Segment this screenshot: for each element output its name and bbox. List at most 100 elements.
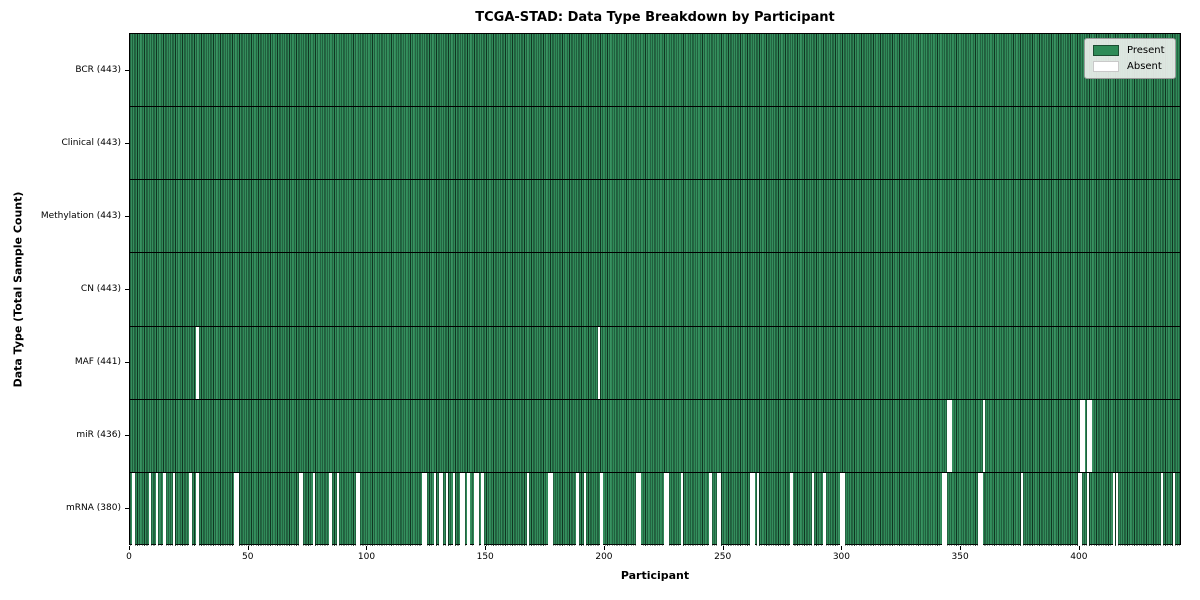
absent-bar <box>600 472 603 546</box>
absent-bar <box>1113 472 1116 546</box>
absent-bar <box>949 399 952 472</box>
legend: Present Absent <box>1084 38 1176 79</box>
absent-bar <box>946 399 950 472</box>
absent-bar <box>597 326 601 399</box>
chart-title: TCGA-STAD: Data Type Breakdown by Partic… <box>475 10 835 25</box>
absent-swatch-icon <box>1093 61 1119 72</box>
absent-bar <box>576 472 579 546</box>
absent-bar <box>980 472 983 546</box>
x-tick-mark <box>1078 546 1080 550</box>
absent-bar <box>196 326 199 399</box>
x-tick-label: 0 <box>126 552 132 562</box>
absent-bar <box>1079 399 1083 472</box>
absent-bar <box>481 472 484 546</box>
y-tick-label-CN: CN (443) <box>80 284 121 294</box>
x-tick-label: 100 <box>357 552 376 562</box>
absent-bar <box>716 472 719 546</box>
absent-bar <box>460 472 463 546</box>
absent-bar <box>424 472 427 546</box>
absent-bar <box>790 472 793 546</box>
heatmap-row-BCR <box>130 34 1180 108</box>
absent-bar <box>666 472 670 546</box>
absent-bar <box>189 472 192 546</box>
absent-bar <box>749 472 753 546</box>
absent-bar <box>236 472 240 546</box>
present-swatch-icon <box>1093 45 1119 56</box>
x-tick-mark <box>247 546 249 550</box>
absent-bar <box>476 472 480 546</box>
absent-bar <box>550 472 553 546</box>
x-tick-label: 350 <box>951 552 969 562</box>
x-tick-mark <box>366 546 368 550</box>
absent-bar <box>635 472 639 546</box>
chart-plot-area <box>129 33 1181 546</box>
absent-bar <box>445 472 449 546</box>
absent-bar <box>300 472 304 546</box>
heatmap-row-CN <box>130 253 1180 327</box>
absent-bar <box>1089 399 1092 472</box>
x-tick-label: 50 <box>242 552 254 562</box>
absent-bar <box>526 472 529 546</box>
absent-bar <box>1115 472 1118 546</box>
x-tick-label: 200 <box>595 552 613 562</box>
heatmap-row-MAF <box>130 326 1180 400</box>
y-tick-label-MAF: MAF (441) <box>74 357 121 368</box>
absent-bar <box>1082 399 1085 472</box>
y-tick-mark <box>125 69 129 71</box>
y-tick-label-Methylation: Methylation (443) <box>40 210 121 221</box>
x-tick-label: 250 <box>714 552 732 562</box>
absent-bar <box>312 472 316 546</box>
absent-bar <box>1087 472 1090 546</box>
absent-bar <box>709 472 712 546</box>
absent-bar <box>234 472 237 546</box>
absent-bar <box>163 472 166 546</box>
absent-bar <box>336 472 339 546</box>
absent-bar <box>298 472 301 546</box>
heatmap-row-Clinical <box>130 107 1180 181</box>
absent-bar <box>842 472 845 546</box>
absent-bar <box>329 472 332 546</box>
absent-bar <box>840 472 843 546</box>
absent-bar <box>664 472 667 546</box>
absent-bar <box>452 472 456 546</box>
absent-bar <box>1079 472 1083 546</box>
absent-bar <box>638 472 641 546</box>
absent-bar <box>196 472 199 546</box>
y-tick-mark <box>125 362 129 364</box>
legend-label-present: Present <box>1127 45 1165 56</box>
y-tick-label-mRNA: mRNA (380) <box>66 503 121 514</box>
heatmap-row-Methylation <box>130 180 1180 254</box>
absent-bar <box>942 472 945 546</box>
x-tick-mark <box>603 546 605 550</box>
absent-bar <box>156 472 159 546</box>
x-tick-mark <box>129 546 130 550</box>
legend-entry-present: Present <box>1093 45 1167 56</box>
absent-bar <box>357 472 361 546</box>
absent-bar <box>1160 472 1163 546</box>
absent-bar <box>547 472 551 546</box>
legend-label-absent: Absent <box>1127 61 1162 72</box>
y-tick-mark <box>125 142 129 144</box>
absent-bar <box>752 472 755 546</box>
y-tick-mark <box>125 289 129 290</box>
absent-bar <box>1077 472 1080 546</box>
heatmap-row-mRNA <box>130 472 1180 546</box>
absent-bar <box>355 472 358 546</box>
x-tick-label: 300 <box>832 552 850 562</box>
absent-bar <box>982 399 985 472</box>
y-tick-label-Clinical: Clinical (443) <box>61 137 121 148</box>
y-tick-mark <box>125 435 129 437</box>
absent-bar <box>438 472 442 546</box>
absent-bar <box>1087 399 1090 472</box>
absent-bar <box>132 472 135 546</box>
absent-bar <box>977 472 981 546</box>
absent-bar <box>583 472 586 546</box>
absent-bar <box>718 472 722 546</box>
absent-bar <box>756 472 760 546</box>
absent-bar <box>680 472 684 546</box>
x-axis-label: Participant <box>620 569 690 582</box>
y-tick-label-BCR: BCR (443) <box>75 64 121 75</box>
y-tick-mark <box>125 215 129 217</box>
absent-bar <box>422 472 425 546</box>
